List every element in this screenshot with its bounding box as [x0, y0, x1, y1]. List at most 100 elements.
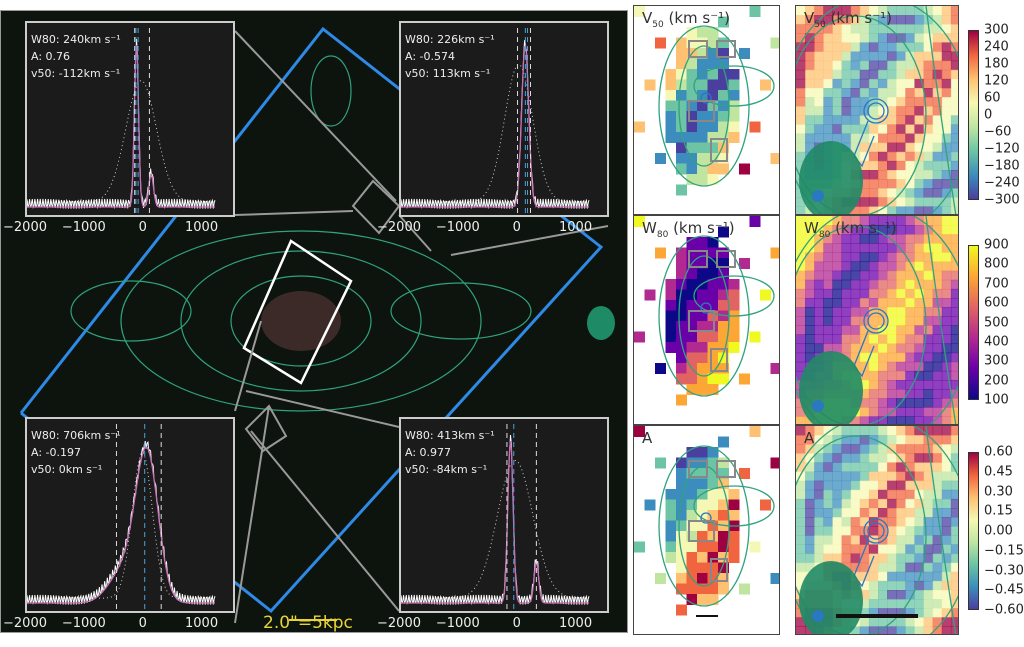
observed-spectrum: [401, 40, 590, 210]
reference-profile: [401, 63, 589, 203]
model-fit: [27, 446, 215, 604]
colorbar-tick-label: −240: [984, 175, 1020, 191]
map-label: A: [642, 429, 652, 450]
colorbar-tick-label: 600: [984, 295, 1009, 311]
colorbar-tick-label: 400: [984, 334, 1009, 350]
map-label: A: [804, 429, 814, 450]
annotation-A: A: -0.197: [31, 446, 81, 459]
scale-bar: [836, 614, 918, 618]
map-image: [634, 426, 779, 617]
x-tick-label: −1000: [61, 220, 106, 235]
label-unit: (km s⁻¹): [830, 219, 897, 237]
reference-profile: [401, 460, 589, 599]
x-tick-label: −2000: [377, 220, 421, 235]
spectrum-plot: [401, 424, 590, 611]
x-tick-label: 0: [138, 220, 147, 235]
map-image: [634, 216, 779, 406]
spectrum-inset: W80: 413km s⁻¹ A: 0.977 v50: -84km s⁻¹: [399, 417, 609, 613]
map-image: [796, 426, 958, 634]
colorbar-tick-label: 200: [984, 373, 1009, 389]
ifu-map-zoom: V50 (km s⁻¹): [795, 5, 959, 215]
label-main: W: [642, 219, 657, 237]
annotation-w80: W80: 706km s⁻¹: [31, 429, 121, 442]
label-main: W: [804, 219, 819, 237]
x-tick-label: −2000: [3, 220, 47, 235]
observed-spectrum: [401, 434, 590, 606]
spectrum-plot: [27, 28, 216, 215]
x-tick-label: 1000: [559, 220, 593, 235]
ifu-map-wide: W80 (km s⁻¹): [633, 215, 780, 425]
reference-profile: [27, 80, 215, 203]
colorbar-tick-label: −0.15: [984, 543, 1024, 559]
colorbar-tick-label: 300: [984, 353, 1009, 369]
x-tick-label: 0: [512, 616, 521, 631]
colorbar: [968, 452, 979, 610]
map-label: W80 (km s⁻¹): [804, 219, 897, 240]
model-fit: [401, 43, 589, 208]
annotation-v50: v50: 113km s⁻¹: [405, 67, 491, 80]
colorbar-tick-label: 0.60: [984, 444, 1013, 460]
annotation-w80: W80: 240km s⁻¹: [31, 33, 121, 46]
label-sub: 50: [814, 20, 826, 30]
map-image: [796, 6, 958, 214]
colorbar-tick-label: 0.15: [984, 503, 1013, 519]
colorbar-tick-label: 100: [984, 392, 1009, 408]
colorbar-tick-label: 240: [984, 39, 1009, 55]
colorbar-tick-label: 0.45: [984, 464, 1013, 480]
colorbar-tick-label: 800: [984, 256, 1009, 272]
ifu-map-zoom: A: [795, 425, 959, 635]
colorbar-tick-label: 180: [984, 56, 1009, 72]
x-tick-label: −1000: [61, 616, 106, 631]
map-image: [634, 6, 779, 196]
colorbar-tick-label: −60: [984, 124, 1012, 140]
colorbar-tick-label: 0.30: [984, 484, 1013, 499]
colorbar-tick-label: −120: [984, 141, 1020, 157]
colorbar-tick-label: −180: [984, 158, 1020, 174]
colorbar-tick-label: 60: [984, 90, 1001, 106]
label-unit: (km s⁻¹): [663, 9, 731, 27]
x-tick-label: −1000: [435, 220, 480, 235]
map-label: V50 (km s⁻¹): [804, 9, 892, 30]
x-tick-label: 1000: [559, 616, 593, 631]
x-tick-label: 1000: [185, 220, 219, 235]
annotation-w80: W80: 413km s⁻¹: [405, 429, 495, 442]
label-sub: 50: [652, 20, 664, 30]
colorbar-tick-label: −300: [984, 192, 1020, 208]
ifu-field: [242, 239, 353, 385]
colorbar-tick-label: 0.00: [984, 523, 1013, 539]
label-unit: (km s⁻¹): [825, 9, 893, 27]
ifu-map-wide: A: [633, 425, 780, 635]
colorbar-tick-label: 900: [984, 237, 1009, 253]
model-fit: [27, 44, 215, 208]
annotation-A: A: 0.977: [405, 446, 452, 459]
label-main: V: [804, 9, 815, 27]
colorbar-tick-label: −0.45: [984, 582, 1024, 598]
colorbar-tick-label: −0.30: [984, 563, 1024, 578]
label-main: A: [804, 429, 815, 447]
spectrum-inset: W80: 706km s⁻¹ A: -0.197 v50: 0km s⁻¹: [25, 417, 235, 613]
spectrum-inset: W80: 226km s⁻¹ A: -0.574 v50: 113km s⁻¹: [399, 21, 609, 217]
annotation-w80: W80: 226km s⁻¹: [405, 33, 495, 46]
colorbar: [968, 30, 979, 200]
x-tick-label: −2000: [3, 616, 47, 631]
annotation-v50: v50: -112km s⁻¹: [31, 67, 121, 80]
ifu-map-wide: V50 (km s⁻¹): [633, 5, 780, 215]
x-tick-label: 0: [512, 220, 521, 235]
reference-profile: [27, 451, 215, 599]
x-tick-label: −2000: [377, 616, 421, 631]
scale-bar: [289, 619, 337, 621]
map-image: [796, 216, 958, 424]
annotation-v50: v50: -84km s⁻¹: [405, 463, 488, 476]
ifu-map-zoom: W80 (km s⁻¹): [795, 215, 959, 425]
x-tick-label: 1000: [185, 616, 219, 631]
annotation-v50: v50: 0km s⁻¹: [31, 463, 103, 476]
observed-spectrum: [27, 440, 216, 605]
colorbar: [968, 245, 979, 400]
annotation-A: A: -0.574: [405, 50, 455, 63]
label-unit: (km s⁻¹): [668, 219, 735, 237]
label-main: A: [642, 429, 653, 447]
colorbar-tick-label: −0.60: [984, 602, 1024, 618]
spectrum-plot: [401, 28, 590, 215]
colorbar-tick-label: 500: [984, 315, 1009, 330]
rgb-image-panel: 2.0"=5kpc W80: 240km s⁻¹ A: 0.76 v50: -112…: [0, 10, 628, 633]
